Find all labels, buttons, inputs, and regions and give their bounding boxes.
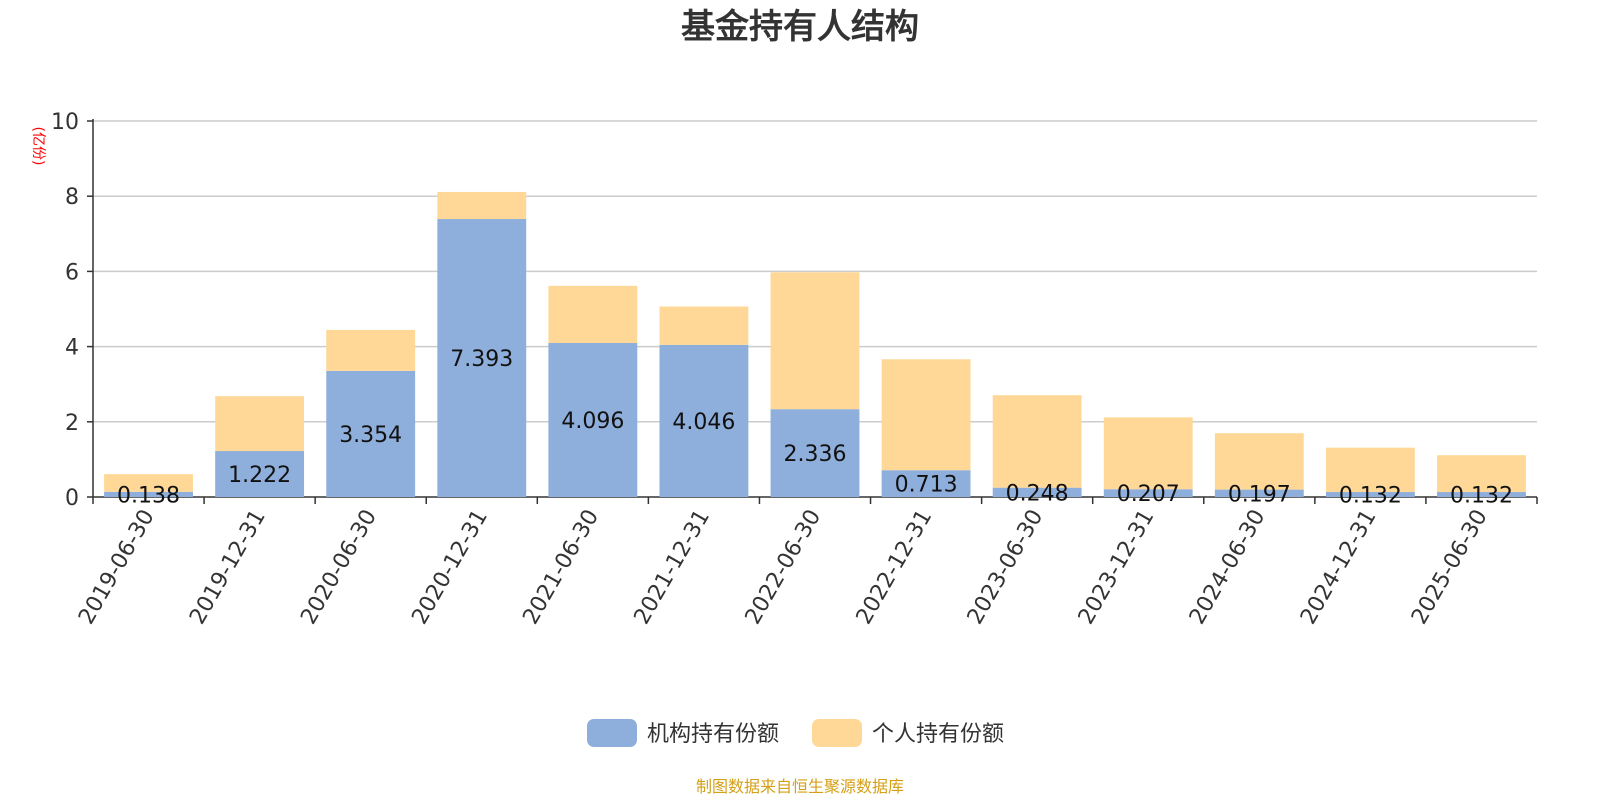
bar-institutional [1214, 489, 1304, 497]
y-axis-unit: (亿份) [30, 127, 46, 166]
x-tick-label: 2021-06-30 [518, 506, 604, 629]
y-tick-label: 6 [65, 260, 79, 285]
bar-individual [1325, 447, 1415, 493]
x-tick-label: 2024-12-31 [1296, 506, 1382, 629]
bar-value-label: 0.248 [1006, 481, 1069, 506]
chart-title: 基金持有人结构 [681, 7, 919, 47]
bar-value-label: 4.046 [672, 410, 735, 435]
bar-value-label: 7.393 [450, 347, 513, 372]
data-source-note: 制图数据来自恒生聚源数据库 [696, 777, 904, 796]
legend-label-institutional: 机构持有份额 [647, 722, 779, 747]
bar-institutional [104, 491, 193, 497]
bar-value-label: 0.197 [1228, 482, 1291, 507]
bar-institutional [326, 370, 416, 497]
bar-institutional [770, 409, 860, 497]
bar-individual [326, 329, 416, 371]
legend-label-individual: 个人持有份额 [872, 722, 1004, 747]
bar-value-label: 3.354 [339, 423, 402, 448]
bar-individual [881, 359, 971, 471]
bar-individual [1103, 417, 1193, 490]
bar-individual [1437, 455, 1526, 493]
x-tick-label: 2022-06-30 [741, 506, 827, 629]
x-tick-label: 2020-06-30 [296, 506, 382, 629]
bar-individual [437, 191, 527, 220]
legend-swatch-individual [812, 719, 862, 747]
bar-value-label: 0.138 [117, 483, 180, 508]
bar-individual [215, 396, 305, 452]
bar-institutional [881, 470, 971, 497]
x-tick-label: 2024-06-30 [1185, 506, 1271, 629]
x-tick-label: 2019-06-30 [74, 506, 160, 629]
x-tick-label: 2020-12-31 [407, 506, 493, 629]
x-tick-label: 2023-12-31 [1074, 506, 1160, 629]
bar-institutional [1437, 492, 1526, 497]
x-tick-label: 2019-12-31 [185, 506, 271, 629]
bar-value-label: 4.096 [561, 409, 624, 434]
bar-institutional [1325, 492, 1415, 497]
bar-institutional [437, 219, 527, 497]
bar-individual [104, 474, 193, 492]
bar-value-label: 0.132 [1339, 484, 1402, 509]
y-tick-label: 10 [51, 110, 79, 135]
bar-value-label: 1.222 [228, 463, 291, 488]
bar-value-label: 0.132 [1450, 484, 1513, 509]
y-tick-label: 4 [65, 336, 79, 361]
bar-individual [770, 272, 860, 410]
x-tick-label: 2025-06-30 [1407, 506, 1493, 629]
bar-value-label: 2.336 [784, 442, 847, 467]
x-tick-label: 2021-12-31 [630, 506, 716, 629]
bar-individual [548, 285, 638, 343]
x-tick-label: 2022-12-31 [852, 506, 938, 629]
y-tick-label: 8 [65, 185, 79, 210]
bar-institutional [215, 451, 305, 497]
bar-value-label: 0.713 [895, 473, 958, 498]
bar-institutional [659, 344, 749, 497]
bar-institutional [992, 487, 1082, 497]
y-tick-label: 0 [65, 486, 79, 511]
bar-institutional [548, 342, 638, 497]
bar-individual [1214, 433, 1304, 490]
bar-value-label: 0.207 [1117, 482, 1180, 507]
legend-swatch-institutional [587, 719, 637, 747]
x-tick-label: 2023-06-30 [963, 506, 1049, 629]
y-tick-label: 2 [65, 411, 79, 436]
bar-institutional [1103, 489, 1193, 497]
bar-individual [992, 395, 1082, 488]
bar-individual [659, 306, 749, 345]
